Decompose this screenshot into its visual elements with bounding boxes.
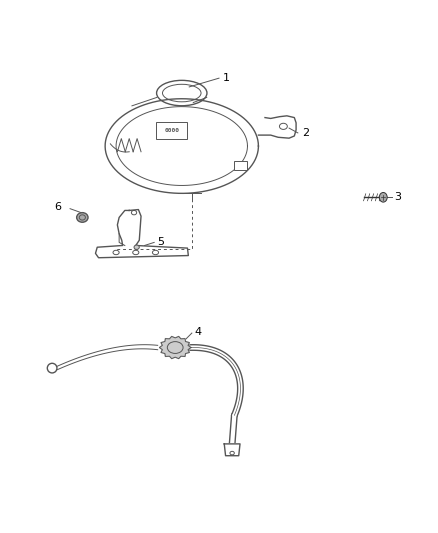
Text: 0000: 0000 [164, 128, 179, 133]
Text: 3: 3 [394, 192, 401, 203]
Bar [156, 123, 187, 139]
Text: 1: 1 [223, 73, 230, 83]
Text: 5: 5 [157, 237, 164, 247]
Bar [234, 160, 247, 170]
Text: 2: 2 [302, 128, 309, 138]
Ellipse shape [134, 245, 139, 249]
Polygon shape [159, 336, 191, 359]
Polygon shape [224, 444, 240, 456]
Ellipse shape [77, 213, 88, 222]
Ellipse shape [379, 192, 387, 202]
Text: 4: 4 [195, 327, 202, 337]
Text: 6: 6 [54, 203, 61, 212]
